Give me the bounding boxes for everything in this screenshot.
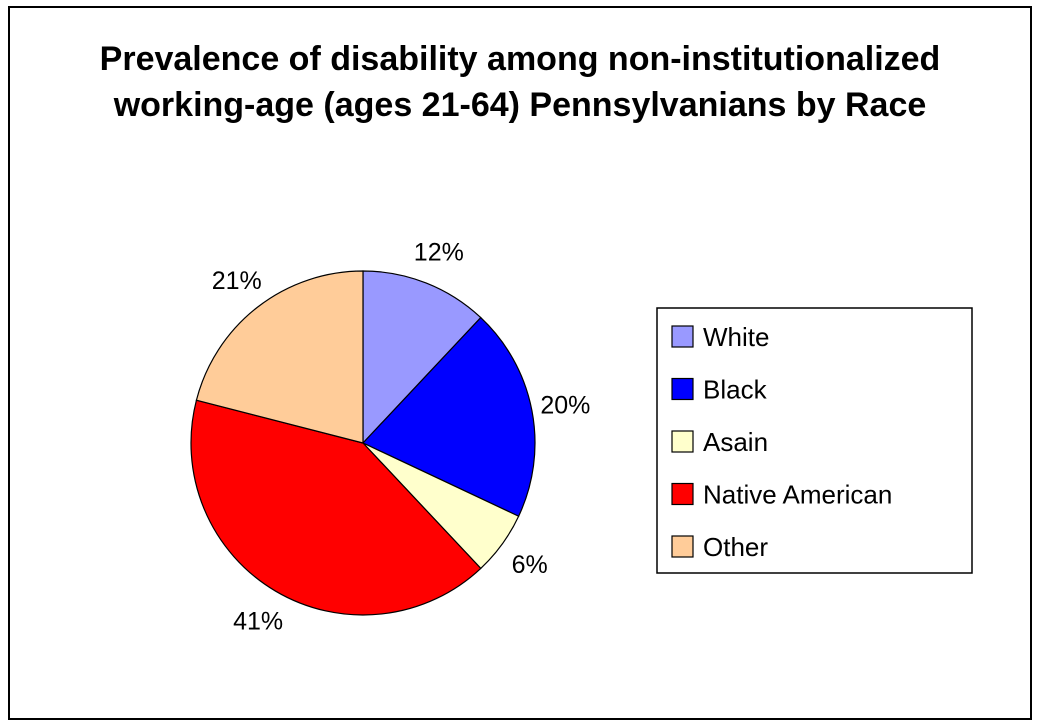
data-label-other: 21% <box>212 267 262 295</box>
pie-slice-native-american <box>190 399 482 616</box>
data-label-native-american: 41% <box>233 607 283 635</box>
legend-swatch-other <box>671 535 694 558</box>
legend: White Black Asain Native American Other <box>656 307 973 574</box>
legend-swatch-asain <box>671 430 694 453</box>
chart-title: Prevalence of disability among non-insti… <box>99 40 941 124</box>
pie-data-labels: 12% 20% 6% 41% 21% <box>212 238 591 635</box>
legend-swatch-white <box>671 325 694 348</box>
legend-box <box>656 307 973 574</box>
pie-slice-white <box>362 270 482 445</box>
legend-swatch-native-american <box>671 482 694 506</box>
legend-label-asain: Asain <box>703 427 768 457</box>
pie-slice-other <box>195 270 364 444</box>
legend-swatch-black <box>671 377 694 401</box>
legend-label-black: Black <box>703 375 768 405</box>
data-label-white: 12% <box>414 238 464 266</box>
legend-label-other: Other <box>703 532 768 562</box>
legend-label-native-american: Native American <box>703 480 892 510</box>
pie-slices <box>190 270 536 616</box>
data-label-asain: 6% <box>512 551 548 579</box>
pie-slice-black <box>361 316 536 518</box>
data-label-black: 20% <box>540 391 590 419</box>
legend-label-white: White <box>703 322 769 352</box>
